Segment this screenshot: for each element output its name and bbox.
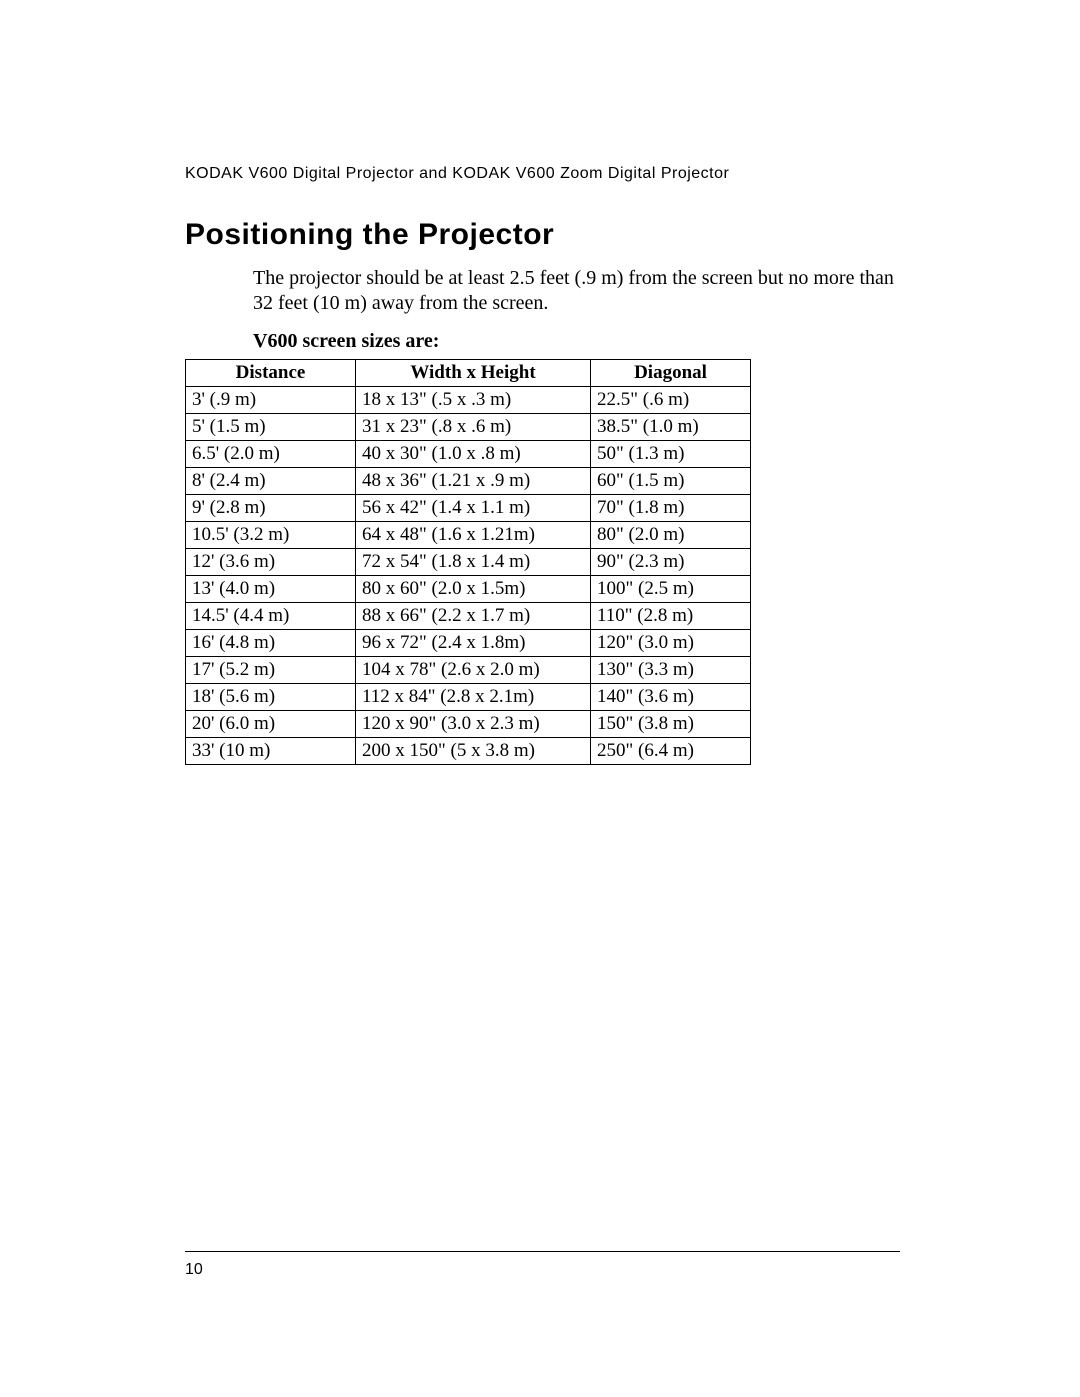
table-row: 17' (5.2 m) 104 x 78" (2.6 x 2.0 m) 130"… [186, 657, 751, 684]
table-row: 12' (3.6 m) 72 x 54" (1.8 x 1.4 m) 90" (… [186, 549, 751, 576]
cell-diagonal: 22.5" (.6 m) [591, 387, 751, 414]
cell-width-height: 112 x 84" (2.8 x 2.1m) [356, 684, 591, 711]
document-page: KODAK V600 Digital Projector and KODAK V… [0, 0, 1080, 1397]
section-title: Positioning the Projector [185, 218, 900, 252]
cell-diagonal: 130" (3.3 m) [591, 657, 751, 684]
cell-diagonal: 80" (2.0 m) [591, 522, 751, 549]
cell-diagonal: 38.5" (1.0 m) [591, 414, 751, 441]
table-row: 10.5' (3.2 m) 64 x 48" (1.6 x 1.21m) 80"… [186, 522, 751, 549]
table-row: 5' (1.5 m) 31 x 23" (.8 x .6 m) 38.5" (1… [186, 414, 751, 441]
col-header-width-height: Width x Height [356, 360, 591, 387]
cell-diagonal: 150" (3.8 m) [591, 711, 751, 738]
cell-width-height: 31 x 23" (.8 x .6 m) [356, 414, 591, 441]
cell-width-height: 56 x 42" (1.4 x 1.1 m) [356, 495, 591, 522]
table-row: 9' (2.8 m) 56 x 42" (1.4 x 1.1 m) 70" (1… [186, 495, 751, 522]
col-header-distance: Distance [186, 360, 356, 387]
cell-distance: 10.5' (3.2 m) [186, 522, 356, 549]
cell-diagonal: 110" (2.8 m) [591, 603, 751, 630]
cell-distance: 33' (10 m) [186, 738, 356, 765]
cell-distance: 9' (2.8 m) [186, 495, 356, 522]
table-row: 16' (4.8 m) 96 x 72" (2.4 x 1.8m) 120" (… [186, 630, 751, 657]
table-row: 3' (.9 m) 18 x 13" (.5 x .3 m) 22.5" (.6… [186, 387, 751, 414]
cell-width-height: 64 x 48" (1.6 x 1.21m) [356, 522, 591, 549]
table-row: 8' (2.4 m) 48 x 36" (1.21 x .9 m) 60" (1… [186, 468, 751, 495]
running-header: KODAK V600 Digital Projector and KODAK V… [185, 165, 900, 183]
cell-width-height: 200 x 150" (5 x 3.8 m) [356, 738, 591, 765]
table-header-row: Distance Width x Height Diagonal [186, 360, 751, 387]
cell-distance: 8' (2.4 m) [186, 468, 356, 495]
table-row: 14.5' (4.4 m) 88 x 66" (2.2 x 1.7 m) 110… [186, 603, 751, 630]
screen-sizes-table: Distance Width x Height Diagonal 3' (.9 … [185, 359, 751, 765]
cell-width-height: 96 x 72" (2.4 x 1.8m) [356, 630, 591, 657]
intro-paragraph: The projector should be at least 2.5 fee… [253, 266, 900, 316]
table-row: 20' (6.0 m) 120 x 90" (3.0 x 2.3 m) 150"… [186, 711, 751, 738]
cell-width-height: 40 x 30" (1.0 x .8 m) [356, 441, 591, 468]
cell-distance: 6.5' (2.0 m) [186, 441, 356, 468]
cell-distance: 5' (1.5 m) [186, 414, 356, 441]
cell-width-height: 72 x 54" (1.8 x 1.4 m) [356, 549, 591, 576]
cell-width-height: 104 x 78" (2.6 x 2.0 m) [356, 657, 591, 684]
cell-distance: 18' (5.6 m) [186, 684, 356, 711]
cell-diagonal: 250" (6.4 m) [591, 738, 751, 765]
table-row: 13' (4.0 m) 80 x 60" (2.0 x 1.5m) 100" (… [186, 576, 751, 603]
cell-distance: 20' (6.0 m) [186, 711, 356, 738]
table-row: 18' (5.6 m) 112 x 84" (2.8 x 2.1m) 140" … [186, 684, 751, 711]
cell-distance: 17' (5.2 m) [186, 657, 356, 684]
cell-diagonal: 120" (3.0 m) [591, 630, 751, 657]
cell-diagonal: 60" (1.5 m) [591, 468, 751, 495]
cell-distance: 14.5' (4.4 m) [186, 603, 356, 630]
cell-distance: 3' (.9 m) [186, 387, 356, 414]
table-body: 3' (.9 m) 18 x 13" (.5 x .3 m) 22.5" (.6… [186, 387, 751, 765]
cell-diagonal: 140" (3.6 m) [591, 684, 751, 711]
col-header-diagonal: Diagonal [591, 360, 751, 387]
cell-width-height: 88 x 66" (2.2 x 1.7 m) [356, 603, 591, 630]
cell-distance: 12' (3.6 m) [186, 549, 356, 576]
cell-diagonal: 70" (1.8 m) [591, 495, 751, 522]
footer-divider [185, 1251, 900, 1252]
table-caption: V600 screen sizes are: [253, 330, 900, 353]
cell-width-height: 120 x 90" (3.0 x 2.3 m) [356, 711, 591, 738]
cell-diagonal: 50" (1.3 m) [591, 441, 751, 468]
table-row: 6.5' (2.0 m) 40 x 30" (1.0 x .8 m) 50" (… [186, 441, 751, 468]
cell-diagonal: 90" (2.3 m) [591, 549, 751, 576]
cell-width-height: 48 x 36" (1.21 x .9 m) [356, 468, 591, 495]
cell-diagonal: 100" (2.5 m) [591, 576, 751, 603]
cell-distance: 16' (4.8 m) [186, 630, 356, 657]
table-row: 33' (10 m) 200 x 150" (5 x 3.8 m) 250" (… [186, 738, 751, 765]
cell-distance: 13' (4.0 m) [186, 576, 356, 603]
cell-width-height: 18 x 13" (.5 x .3 m) [356, 387, 591, 414]
page-number: 10 [185, 1261, 203, 1279]
cell-width-height: 80 x 60" (2.0 x 1.5m) [356, 576, 591, 603]
